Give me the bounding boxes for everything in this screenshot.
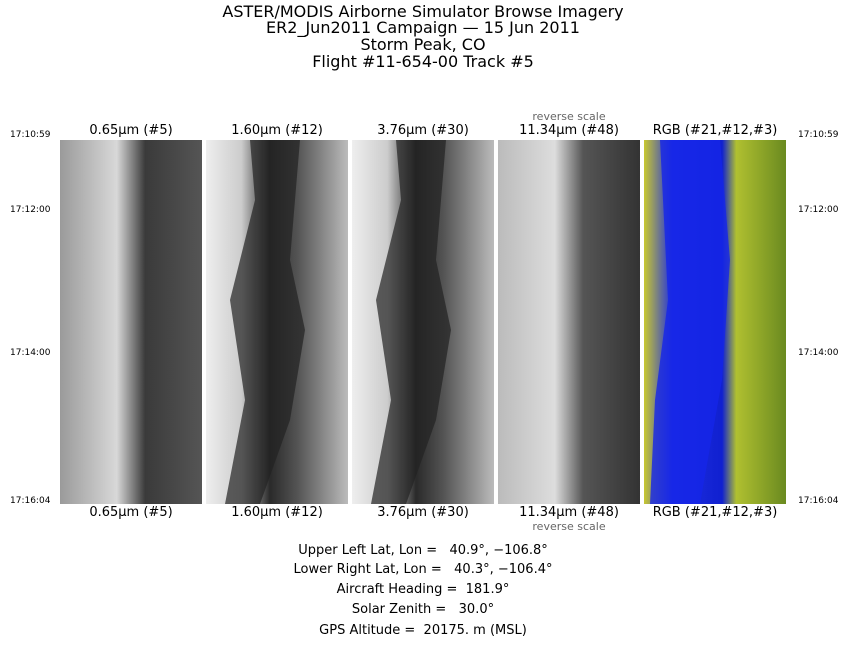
time-label: 17:16:04: [798, 496, 839, 506]
time-label: 17:14:00: [798, 348, 839, 358]
panel-label: 11.34μm (#48): [519, 505, 619, 520]
panel-note: reverse scale: [532, 110, 606, 123]
image-texture: [225, 140, 305, 504]
info-line: GPS Altitude = 20175. m (MSL): [319, 623, 527, 638]
panel-label: 3.76μm (#30): [377, 123, 469, 138]
panel-label: 0.65μm (#5): [89, 123, 173, 138]
time-label: 17:10:59: [10, 130, 51, 140]
panel-label: 3.76μm (#30): [377, 505, 469, 520]
panel-note: reverse scale: [532, 520, 606, 533]
time-label: 17:12:00: [798, 205, 839, 215]
image-panel: [498, 140, 640, 504]
info-line: Solar Zenith = 30.0°: [351, 602, 495, 617]
title-line: ER2_Jun2011 Campaign — 15 Jun 2011: [266, 18, 580, 37]
title-line: ASTER/MODIS Airborne Simulator Browse Im…: [222, 2, 624, 21]
title-line: Flight #11-654-00 Track #5: [312, 52, 534, 71]
time-label: 17:16:04: [10, 496, 51, 506]
image-panel: [60, 140, 202, 504]
image-texture: [650, 140, 730, 504]
info-line: Upper Left Lat, Lon = 40.9°, −106.8°: [298, 543, 548, 558]
time-label: 17:10:59: [798, 130, 839, 140]
panel-label: 11.34μm (#48): [519, 123, 619, 138]
panel-label: 1.60μm (#12): [231, 505, 323, 520]
panel-label: RGB (#21,#12,#3): [652, 505, 778, 520]
panel-label: RGB (#21,#12,#3): [652, 123, 778, 138]
panel-label: 1.60μm (#12): [231, 123, 323, 138]
info-line: Aircraft Heading = 181.9°: [336, 582, 510, 597]
info-line: Lower Right Lat, Lon = 40.3°, −106.4°: [293, 562, 553, 577]
panel-label: 0.65μm (#5): [89, 505, 173, 520]
time-label: 17:14:00: [10, 348, 51, 358]
title-line: Storm Peak, CO: [360, 35, 486, 54]
image-texture: [371, 140, 451, 504]
time-label: 17:12:00: [10, 205, 51, 215]
